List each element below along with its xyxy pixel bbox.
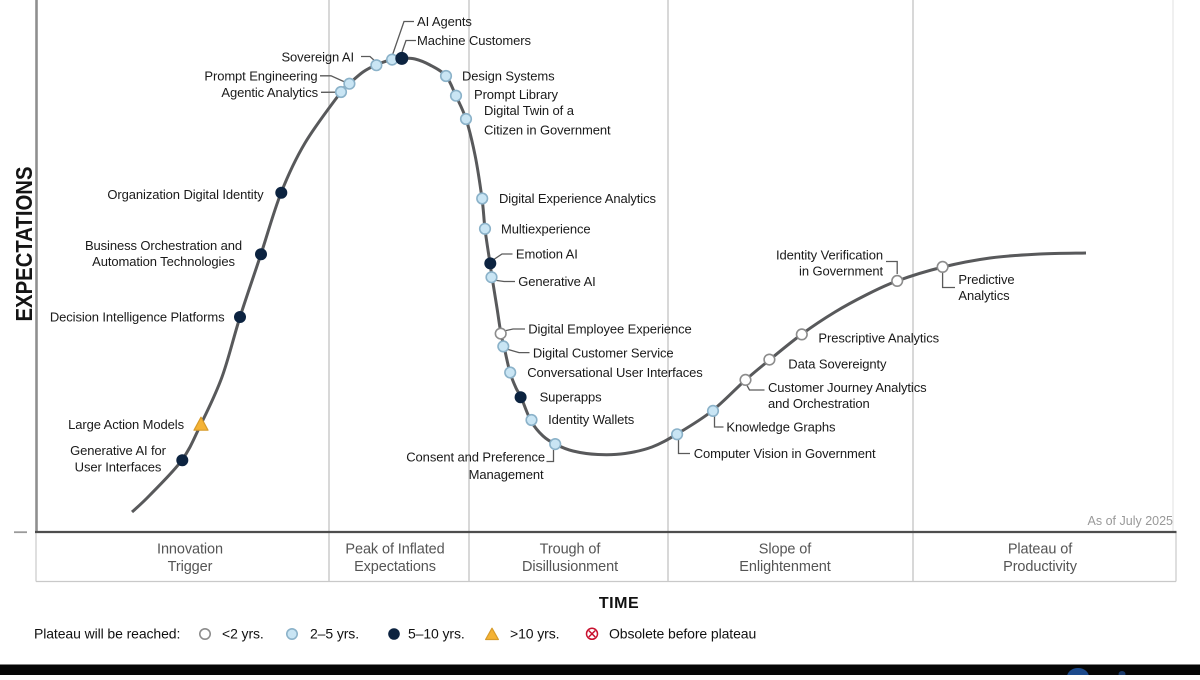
svg-text:Data Sovereignty: Data Sovereignty — [788, 356, 887, 371]
svg-text:As of July 2025: As of July 2025 — [1088, 514, 1174, 528]
svg-text:Organization Digital Identity: Organization Digital Identity — [107, 187, 264, 202]
svg-text:Large Action Models: Large Action Models — [68, 417, 184, 432]
svg-text:Plateau of: Plateau of — [1008, 542, 1073, 558]
svg-text:Decision Intelligence Platform: Decision Intelligence Platforms — [50, 310, 225, 325]
svg-text:Business Orchestration and: Business Orchestration and — [85, 238, 242, 253]
svg-text:User Interfaces: User Interfaces — [75, 459, 162, 474]
svg-text:TIME: TIME — [599, 595, 639, 612]
svg-text:Conversational User Interfaces: Conversational User Interfaces — [527, 365, 703, 380]
svg-text:<2 yrs.: <2 yrs. — [222, 625, 264, 641]
svg-text:Superapps: Superapps — [540, 390, 603, 405]
svg-text:Knowledge Graphs: Knowledge Graphs — [726, 420, 836, 435]
svg-text:Generative AI: Generative AI — [518, 274, 595, 289]
svg-text:Agentic Analytics: Agentic Analytics — [221, 85, 318, 100]
svg-text:Consent and Preference: Consent and Preference — [406, 450, 545, 465]
svg-text:Expectations: Expectations — [354, 559, 436, 575]
svg-text:EXPECTATIONS: EXPECTATIONS — [11, 167, 37, 322]
svg-text:Digital Employee Experience: Digital Employee Experience — [528, 322, 692, 337]
svg-text:Trough of: Trough of — [540, 542, 602, 558]
svg-text:Peak of Inflated: Peak of Inflated — [345, 542, 444, 558]
svg-text:Citizen in Government: Citizen in Government — [484, 122, 611, 137]
svg-text:Slope of: Slope of — [759, 542, 812, 558]
svg-text:Digital Experience Analytics: Digital Experience Analytics — [499, 191, 656, 206]
svg-text:Identity Wallets: Identity Wallets — [548, 412, 635, 427]
svg-text:Innovation: Innovation — [157, 542, 223, 558]
svg-text:2–5 yrs.: 2–5 yrs. — [310, 625, 359, 641]
svg-text:Enlightenment: Enlightenment — [739, 559, 830, 575]
svg-text:Management: Management — [469, 467, 544, 482]
svg-text:5–10 yrs.: 5–10 yrs. — [408, 625, 465, 641]
svg-text:Analytics: Analytics — [958, 288, 1010, 303]
svg-text:Obsolete before plateau: Obsolete before plateau — [609, 625, 756, 641]
svg-text:Disillusionment: Disillusionment — [522, 559, 618, 575]
svg-text:Generative AI for: Generative AI for — [70, 443, 167, 458]
svg-text:Prescriptive Analytics: Prescriptive Analytics — [818, 331, 939, 346]
svg-text:Automation Technologies: Automation Technologies — [92, 254, 235, 269]
svg-text:Prompt Library: Prompt Library — [474, 87, 558, 102]
svg-text:Digital Twin of a: Digital Twin of a — [484, 103, 575, 118]
svg-text:Productivity: Productivity — [1003, 559, 1078, 575]
svg-text:Plateau will be reached:: Plateau will be reached: — [34, 625, 180, 641]
svg-text:>10 yrs.: >10 yrs. — [510, 625, 559, 641]
svg-text:Machine Customers: Machine Customers — [417, 33, 531, 48]
svg-text:in Government: in Government — [799, 264, 883, 279]
svg-text:Multiexperience: Multiexperience — [501, 221, 591, 236]
svg-text:Trigger: Trigger — [168, 559, 213, 575]
svg-text:Customer Journey Analytics: Customer Journey Analytics — [768, 380, 927, 395]
svg-text:Digital Customer Service: Digital Customer Service — [533, 345, 674, 360]
svg-text:Computer Vision in Government: Computer Vision in Government — [694, 446, 876, 461]
svg-text:Identity Verification: Identity Verification — [776, 247, 883, 262]
svg-text:Emotion AI: Emotion AI — [516, 247, 578, 262]
svg-text:AI Agents: AI Agents — [417, 14, 472, 29]
svg-text:Design Systems: Design Systems — [462, 68, 555, 83]
svg-text:Predictive: Predictive — [958, 272, 1014, 287]
svg-text:Sovereign AI: Sovereign AI — [281, 50, 354, 65]
svg-text:and Orchestration: and Orchestration — [768, 396, 870, 411]
svg-text:Prompt Engineering: Prompt Engineering — [204, 68, 317, 83]
